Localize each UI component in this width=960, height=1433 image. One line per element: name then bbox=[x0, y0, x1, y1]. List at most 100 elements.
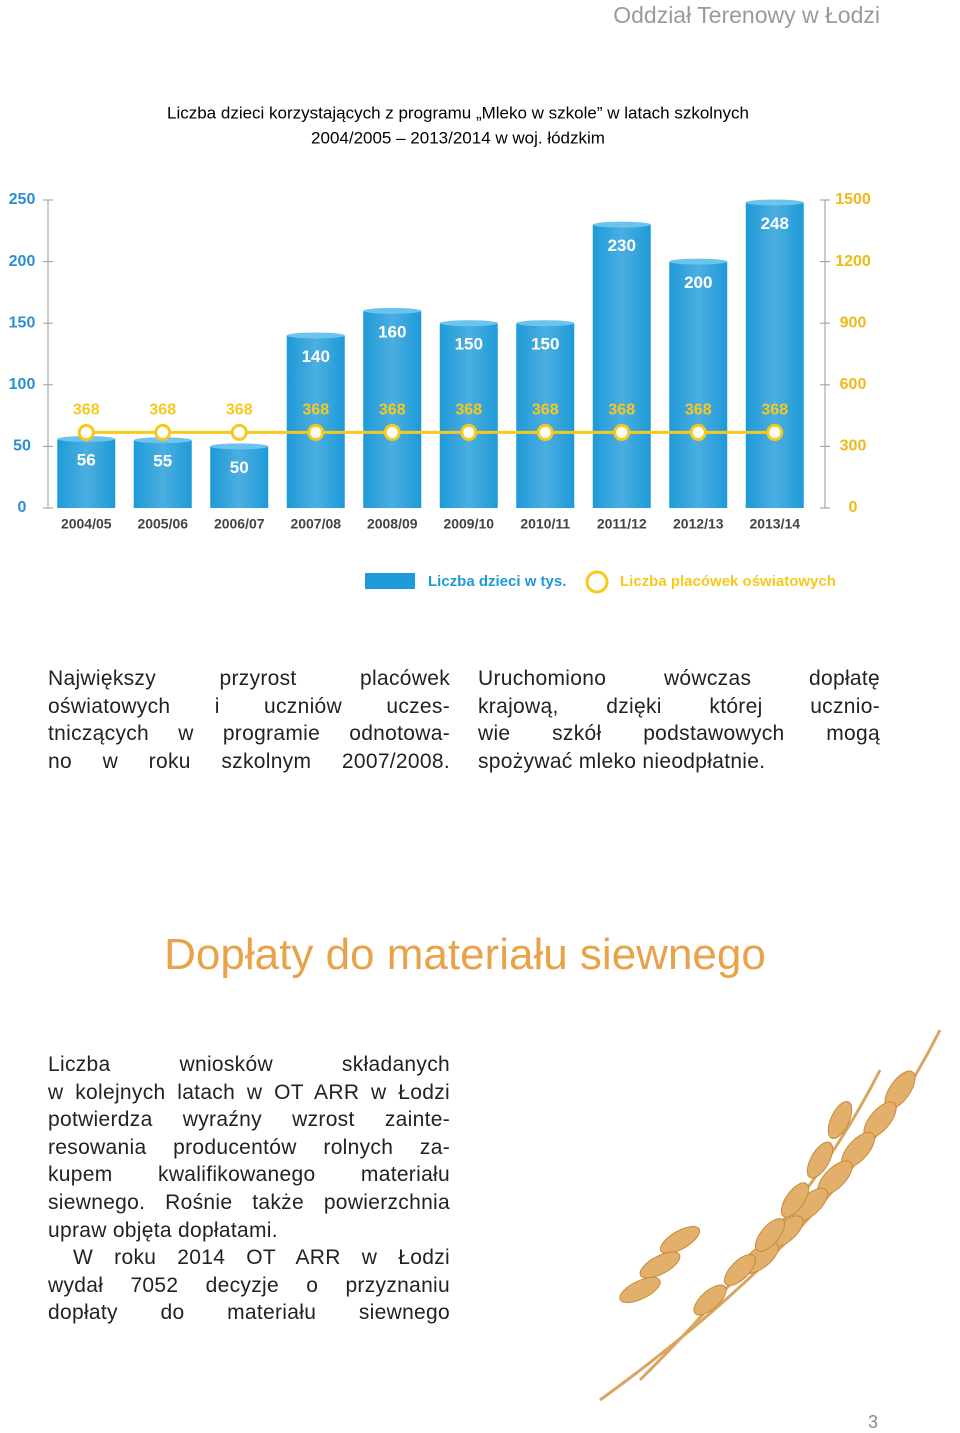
point-value-label: 368 bbox=[685, 402, 712, 419]
paragraph: Największy przyrost placówek oświatowych … bbox=[48, 665, 450, 775]
bar-top bbox=[210, 443, 269, 450]
line-point bbox=[383, 423, 401, 441]
bar-top bbox=[669, 258, 728, 265]
bar-value-label: 55 bbox=[153, 452, 172, 471]
x-tick-label: 2005/06 bbox=[137, 516, 188, 532]
section-text: Liczba wniosków składanych w kolejnych la… bbox=[48, 1051, 450, 1327]
bar-value-label: 56 bbox=[77, 450, 96, 469]
y2-tick-label: 600 bbox=[840, 376, 867, 393]
y2-tick-label: 900 bbox=[840, 314, 867, 331]
text-line: Uruchomiono wówczas dopłatę bbox=[478, 667, 880, 690]
legend-label: Liczba dzieci w tys. bbox=[428, 573, 566, 590]
point-value-label: 368 bbox=[532, 402, 559, 419]
line-point bbox=[460, 423, 478, 441]
x-tick-label: 2006/07 bbox=[214, 516, 265, 532]
text-line: W roku 2014 OT ARR w Łodzi bbox=[73, 1246, 450, 1270]
y2-tick-label: 1200 bbox=[835, 253, 871, 270]
text-line: potwierdza wyraźny wzrost zainte- bbox=[48, 1108, 450, 1132]
bar-value-label: 200 bbox=[684, 273, 712, 292]
header-title: Oddział Terenowy w Łodzi bbox=[613, 2, 880, 28]
text-line: tniczących w programie odnotowa- bbox=[48, 722, 450, 746]
bar bbox=[592, 224, 651, 508]
text-line: no w roku szkolnym 2007/2008. bbox=[48, 749, 450, 773]
bar bbox=[57, 439, 116, 508]
bar bbox=[745, 202, 804, 508]
line-point bbox=[307, 423, 325, 441]
text-line: dopłaty do materiału siewnego bbox=[48, 1301, 450, 1325]
chart-title: Liczba dzieci korzystających z programu … bbox=[167, 103, 749, 122]
bar-top bbox=[363, 307, 422, 314]
text-line: Największy przyrost placówek bbox=[48, 667, 450, 690]
line-point bbox=[766, 423, 784, 441]
x-tick-label: 2009/10 bbox=[443, 516, 494, 532]
bar-top bbox=[286, 332, 345, 339]
point-value-label: 368 bbox=[455, 402, 482, 419]
point-value-label: 368 bbox=[608, 402, 635, 419]
y2-tick-label: 0 bbox=[849, 499, 858, 516]
y2-tick-label: 300 bbox=[840, 438, 867, 455]
x-tick-label: 2007/08 bbox=[290, 516, 341, 532]
point-value-label: 368 bbox=[149, 402, 176, 419]
text-line: oświatowych i uczniów uczes- bbox=[48, 694, 450, 718]
bar bbox=[363, 310, 422, 508]
page-number: 3 bbox=[868, 1412, 879, 1432]
x-tick-label: 2004/05 bbox=[61, 516, 112, 532]
y-tick-label: 100 bbox=[9, 376, 36, 393]
bar bbox=[516, 323, 575, 508]
line-point bbox=[77, 423, 95, 441]
legend-label: Liczba placówek oświatowych bbox=[620, 573, 836, 590]
y-tick-label: 50 bbox=[13, 438, 31, 455]
line-point bbox=[536, 423, 554, 441]
point-value-label: 368 bbox=[73, 402, 100, 419]
x-tick-label: 2012/13 bbox=[673, 516, 724, 532]
y-tick-label: 0 bbox=[18, 499, 27, 516]
wheat-illustration bbox=[599, 1029, 942, 1402]
bar-value-label: 230 bbox=[608, 236, 636, 255]
y2-tick-label: 1500 bbox=[835, 191, 871, 208]
wheat bbox=[599, 1029, 942, 1402]
y-tick-label: 150 bbox=[9, 314, 36, 331]
legend-swatch bbox=[585, 570, 609, 594]
point-value-label: 368 bbox=[761, 402, 788, 419]
bar bbox=[133, 440, 192, 508]
text-line: wydał 7052 decyzje o przyznaniu bbox=[48, 1273, 450, 1297]
bar-top bbox=[439, 320, 498, 327]
bar bbox=[286, 335, 345, 508]
text-line: w kolejnych latach w OT ARR w Łodzi bbox=[48, 1080, 450, 1104]
bar-value-label: 150 bbox=[455, 335, 483, 354]
text-line: resowania producentów rolnych za- bbox=[48, 1135, 450, 1159]
section-title: Dopłaty do materiału siewnego bbox=[164, 930, 766, 979]
bar-top bbox=[592, 221, 651, 228]
text-line: spożywać mleko nieodpłatnie. bbox=[478, 749, 766, 773]
x-tick-label: 2008/09 bbox=[367, 516, 418, 532]
bar-top bbox=[745, 199, 804, 206]
x-tick-label: 2013/14 bbox=[749, 516, 800, 532]
paragraph: Uruchomiono wówczas dopłatę krajową, dzię… bbox=[478, 665, 880, 775]
point-value-label: 368 bbox=[379, 402, 406, 419]
chart: Liczba dzieci korzystających z programu … bbox=[9, 103, 871, 594]
text-line: wie szkół podstawowych mogą bbox=[478, 722, 880, 746]
bar-top bbox=[516, 320, 575, 327]
point-value-label: 368 bbox=[302, 402, 329, 419]
text-line: Liczba wniosków składanych bbox=[48, 1053, 450, 1076]
plot: 0 50 100 150 200 250 0 300 600 900 1200 1500 56 55 50 1… bbox=[9, 191, 871, 594]
bar-value-label: 50 bbox=[230, 458, 249, 477]
y-tick-label: 250 bbox=[9, 191, 36, 208]
x-tick-label: 2010/11 bbox=[520, 516, 570, 532]
line-point bbox=[613, 423, 631, 441]
bar-value-label: 140 bbox=[302, 347, 330, 366]
text-line: siewnego. Rośnie także powierzchnia bbox=[48, 1190, 450, 1214]
bar bbox=[669, 261, 728, 508]
text-line: krajową, dzięki której ucznio- bbox=[478, 694, 880, 718]
bar-value-label: 160 bbox=[378, 322, 406, 341]
legend-swatch bbox=[365, 573, 415, 589]
y-tick-label: 200 bbox=[9, 253, 36, 270]
text-line: kupem kwalifikowanego materiału bbox=[48, 1163, 450, 1187]
chart-subtitle: 2004/2005 – 2013/2014 w woj. łódzkim bbox=[311, 128, 605, 147]
bar bbox=[210, 446, 269, 508]
text-line: upraw objęta dopłatami. bbox=[48, 1218, 278, 1242]
line-point bbox=[689, 423, 707, 441]
line-point bbox=[230, 423, 248, 441]
line-point bbox=[154, 423, 172, 441]
